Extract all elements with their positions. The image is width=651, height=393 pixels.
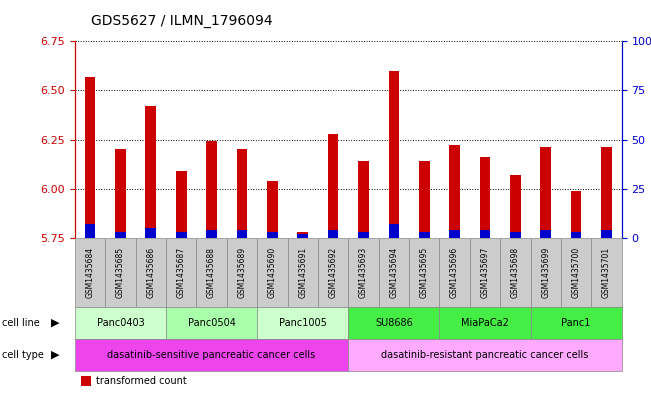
Bar bbox=[298, 234, 308, 238]
Text: Panc0403: Panc0403 bbox=[96, 318, 145, 328]
Bar bbox=[328, 230, 339, 238]
Bar bbox=[237, 230, 247, 238]
Bar bbox=[85, 77, 95, 238]
Bar bbox=[540, 147, 551, 238]
Bar bbox=[146, 106, 156, 238]
Text: GSM1435694: GSM1435694 bbox=[389, 246, 398, 298]
Bar bbox=[602, 230, 612, 238]
Text: GSM1435696: GSM1435696 bbox=[450, 246, 459, 298]
Bar bbox=[571, 232, 581, 238]
Text: MiaPaCa2: MiaPaCa2 bbox=[461, 318, 509, 328]
Text: cell line: cell line bbox=[2, 318, 40, 328]
Bar bbox=[267, 232, 277, 238]
Text: GSM1435695: GSM1435695 bbox=[420, 246, 429, 298]
Bar bbox=[206, 141, 217, 238]
Text: GSM1435691: GSM1435691 bbox=[298, 246, 307, 298]
Text: GSM1435701: GSM1435701 bbox=[602, 246, 611, 298]
Bar bbox=[176, 171, 187, 238]
Bar bbox=[419, 232, 430, 238]
Text: GSM1435689: GSM1435689 bbox=[238, 246, 247, 298]
Text: SU8686: SU8686 bbox=[375, 318, 413, 328]
Text: GSM1435692: GSM1435692 bbox=[329, 246, 338, 298]
Text: ▶: ▶ bbox=[51, 318, 60, 328]
Bar bbox=[602, 147, 612, 238]
Text: Panc0504: Panc0504 bbox=[187, 318, 236, 328]
Text: GSM1435686: GSM1435686 bbox=[146, 246, 156, 298]
Text: GSM1435697: GSM1435697 bbox=[480, 246, 490, 298]
Text: transformed count: transformed count bbox=[96, 376, 187, 386]
Bar bbox=[510, 175, 521, 238]
Bar bbox=[206, 230, 217, 238]
Bar bbox=[358, 232, 368, 238]
Bar bbox=[176, 232, 187, 238]
Text: GSM1435687: GSM1435687 bbox=[176, 246, 186, 298]
Text: dasatinib-resistant pancreatic cancer cells: dasatinib-resistant pancreatic cancer ce… bbox=[381, 350, 589, 360]
Bar bbox=[449, 145, 460, 238]
Text: GSM1435699: GSM1435699 bbox=[541, 246, 550, 298]
Bar bbox=[358, 161, 368, 238]
Text: cell type: cell type bbox=[2, 350, 44, 360]
Bar bbox=[328, 134, 339, 238]
Text: GSM1435700: GSM1435700 bbox=[572, 246, 581, 298]
Bar bbox=[237, 149, 247, 238]
Text: Panc1005: Panc1005 bbox=[279, 318, 327, 328]
Bar bbox=[85, 224, 95, 238]
Text: ▶: ▶ bbox=[51, 350, 60, 360]
Bar bbox=[146, 228, 156, 238]
Bar bbox=[389, 71, 399, 238]
Bar bbox=[389, 224, 399, 238]
Bar bbox=[449, 230, 460, 238]
Bar bbox=[510, 232, 521, 238]
Bar bbox=[571, 191, 581, 238]
Text: GSM1435688: GSM1435688 bbox=[207, 247, 216, 298]
Text: GDS5627 / ILMN_1796094: GDS5627 / ILMN_1796094 bbox=[92, 14, 273, 28]
Bar bbox=[298, 232, 308, 238]
Bar bbox=[115, 149, 126, 238]
Bar bbox=[540, 230, 551, 238]
Bar bbox=[419, 161, 430, 238]
Text: dasatinib-sensitive pancreatic cancer cells: dasatinib-sensitive pancreatic cancer ce… bbox=[107, 350, 316, 360]
Text: GSM1435693: GSM1435693 bbox=[359, 246, 368, 298]
Text: Panc1: Panc1 bbox=[561, 318, 591, 328]
Bar bbox=[115, 232, 126, 238]
Bar bbox=[267, 181, 277, 238]
Text: GSM1435698: GSM1435698 bbox=[511, 246, 520, 298]
Text: GSM1435685: GSM1435685 bbox=[116, 246, 125, 298]
Text: GSM1435684: GSM1435684 bbox=[85, 246, 94, 298]
Text: GSM1435690: GSM1435690 bbox=[268, 246, 277, 298]
Bar bbox=[480, 157, 490, 238]
Bar bbox=[480, 230, 490, 238]
